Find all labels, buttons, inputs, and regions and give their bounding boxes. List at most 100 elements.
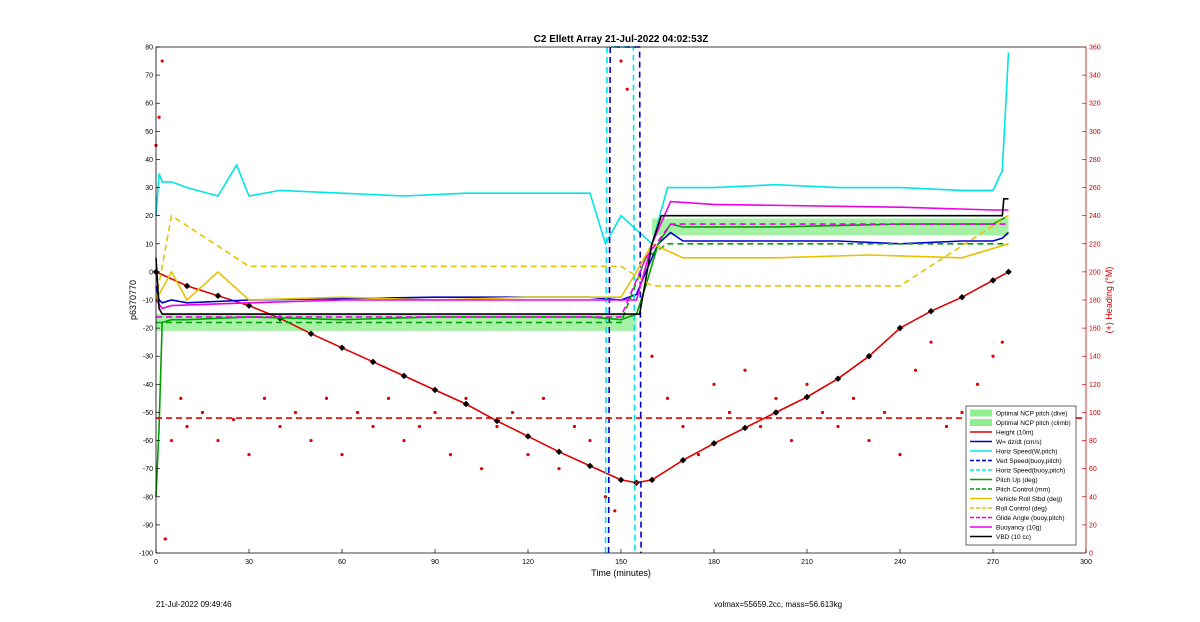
heading-point bbox=[898, 453, 902, 457]
y-tick-label: 20 bbox=[145, 213, 153, 220]
series-line-7 bbox=[155, 214, 1009, 497]
heading-point bbox=[625, 87, 629, 91]
y-tick-label: -10 bbox=[143, 298, 153, 305]
height-marker bbox=[803, 393, 811, 401]
y-tick-label: -50 bbox=[143, 410, 153, 417]
y-axis-label: p6370770 bbox=[128, 280, 138, 320]
heading-point bbox=[448, 453, 453, 457]
y2-tick-label: 180 bbox=[1089, 298, 1101, 305]
legend-label: Optimal NCP pitch (dive) bbox=[996, 411, 1067, 418]
y-tick-label: -100 bbox=[139, 551, 153, 558]
y2-tick-label: 340 bbox=[1089, 73, 1101, 80]
y-tick-label: 60 bbox=[145, 101, 153, 108]
heading-point bbox=[712, 382, 716, 386]
heading-point bbox=[991, 354, 995, 358]
heading-point bbox=[603, 495, 608, 499]
height-marker bbox=[834, 375, 842, 383]
heading-point bbox=[836, 424, 840, 429]
legend-label: W= dz/dt (cm/s) bbox=[996, 439, 1042, 446]
x-tick-label: 90 bbox=[431, 559, 439, 566]
heading-point bbox=[169, 438, 174, 443]
y2-axis-label: (+) Heading (°M) bbox=[1104, 267, 1114, 334]
legend: Optimal NCP pitch (dive) Optimal NCP pitc… bbox=[965, 405, 1077, 546]
series-line-8 bbox=[156, 243, 1009, 324]
series-line-4 bbox=[155, 52, 1010, 246]
y-tick-label: -60 bbox=[143, 438, 153, 445]
heading-point bbox=[340, 453, 344, 457]
heading-point bbox=[160, 59, 164, 63]
legend-label: Roll Control (deg) bbox=[996, 506, 1047, 513]
heading-point bbox=[231, 417, 236, 422]
height-marker bbox=[400, 372, 408, 380]
x-tick-label: 0 bbox=[154, 559, 158, 566]
y-tick-label: 50 bbox=[145, 129, 153, 136]
y2-tick-label: 320 bbox=[1089, 101, 1101, 108]
y2-tick-label: 280 bbox=[1089, 157, 1101, 164]
legend-label: Horiz Speed(buoy,pitch) bbox=[996, 468, 1065, 475]
y2-tick-label: 100 bbox=[1089, 410, 1101, 417]
heading-point bbox=[185, 424, 189, 429]
y2-tick-label: 360 bbox=[1089, 45, 1101, 52]
heading-point bbox=[163, 537, 167, 541]
legend-label: VBD (10 cc) bbox=[996, 534, 1031, 541]
legend-label: Height (10m) bbox=[996, 430, 1034, 437]
chart-title: C2 Ellett Array 21-Jul-2022 04:02:53Z bbox=[534, 34, 709, 45]
heading-point bbox=[619, 59, 623, 63]
heading-point bbox=[960, 410, 964, 415]
legend-label: Buoyancy (10g) bbox=[996, 525, 1042, 532]
x-tick-label: 30 bbox=[245, 559, 253, 566]
heading-point bbox=[913, 368, 918, 372]
heading-point bbox=[278, 424, 282, 429]
height-marker bbox=[772, 409, 780, 416]
heading-point bbox=[371, 424, 375, 429]
series-line-12 bbox=[155, 200, 1009, 310]
heading-point bbox=[789, 438, 794, 443]
heading-point bbox=[526, 453, 530, 457]
height-marker bbox=[586, 462, 594, 470]
height-marker bbox=[927, 307, 935, 315]
heading-point bbox=[216, 438, 220, 443]
height-marker bbox=[741, 424, 749, 432]
heading-point bbox=[541, 396, 546, 400]
height-marker bbox=[462, 400, 470, 408]
height-marker bbox=[369, 358, 377, 366]
y2-tick-label: 220 bbox=[1089, 241, 1101, 248]
height-marker bbox=[865, 352, 873, 360]
height-marker bbox=[183, 282, 191, 290]
height-marker bbox=[617, 476, 625, 484]
y-tick-label: 80 bbox=[145, 45, 153, 52]
height-marker bbox=[431, 386, 439, 394]
heading-point bbox=[200, 410, 205, 415]
y-tick-label: -80 bbox=[143, 494, 153, 501]
heading-point bbox=[324, 396, 329, 400]
legend-label: Glide Angle (buoy,pitch) bbox=[996, 515, 1065, 522]
height-marker bbox=[679, 456, 687, 464]
heading-point bbox=[157, 115, 161, 119]
y2-tick-label: 80 bbox=[1089, 438, 1097, 445]
y2-tick-label: 120 bbox=[1089, 382, 1101, 389]
y2-tick-label: 300 bbox=[1089, 129, 1101, 136]
height-marker bbox=[307, 330, 315, 338]
heading-point bbox=[464, 396, 468, 400]
y2-tick-label: 20 bbox=[1089, 522, 1097, 529]
x-tick-label: 180 bbox=[708, 559, 720, 566]
heading-point bbox=[634, 481, 639, 485]
heading-point bbox=[727, 410, 732, 415]
legend-label: Optimal NCP pitch (climb) bbox=[996, 420, 1071, 427]
series-layer bbox=[152, 46, 1086, 554]
heading-point bbox=[944, 424, 949, 429]
height-marker bbox=[524, 432, 532, 440]
heading-point bbox=[510, 410, 515, 415]
heading-point bbox=[495, 424, 499, 429]
heading-point bbox=[820, 410, 825, 415]
heading-point bbox=[557, 467, 561, 471]
y2-tick-label: 40 bbox=[1089, 494, 1097, 501]
x-axis-label: Time (minutes) bbox=[591, 568, 651, 578]
heading-point bbox=[774, 396, 778, 400]
heading-point bbox=[650, 354, 654, 358]
y2-tick-label: 240 bbox=[1089, 213, 1101, 220]
heading-point bbox=[867, 438, 871, 443]
legend-label: Vehicle Roll Stbd (deg) bbox=[996, 496, 1062, 503]
heading-point bbox=[262, 396, 267, 400]
